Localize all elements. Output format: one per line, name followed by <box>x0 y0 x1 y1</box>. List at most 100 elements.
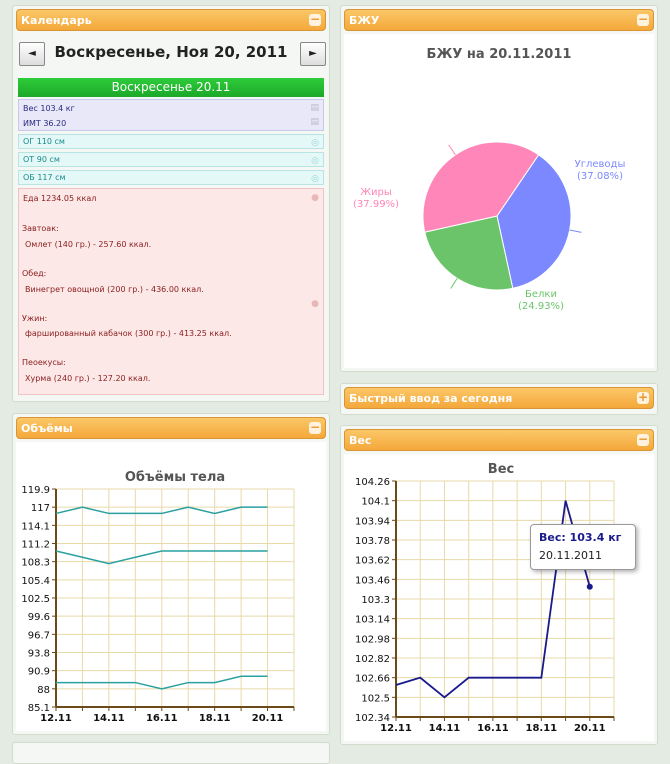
x-tick-label: 14.11 <box>429 723 461 734</box>
y-tick-label: 102.5 <box>361 693 390 704</box>
meal-item: Хурма (240 гр.) - 127.20 ккал. <box>25 374 151 383</box>
x-tick-label: 12.11 <box>40 713 72 724</box>
y-tick-label: 111.2 <box>21 540 50 551</box>
y-tick-label: 108.3 <box>21 558 50 569</box>
quick-header-title: Быстрый ввод за сегодня <box>349 392 513 405</box>
measure-block-og[interactable]: ОГ 110 см ◎ <box>18 134 324 149</box>
weight-block[interactable]: Вес 103.4 кг ИМТ 36.20 ▤ ▤ <box>18 99 324 131</box>
collapse-icon[interactable]: − <box>637 432 649 446</box>
highlight-point <box>586 583 593 590</box>
bju-pie-chart: БЖУ на 20.11.2011 Углеводы(37.08%) Белки(2… <box>353 47 626 312</box>
x-tick-label: 20.11 <box>252 713 284 724</box>
y-tick-label: 88 <box>37 685 50 696</box>
volumes-panel: Объёмы − Объёмы тела 119.9 117 114.1 111.2 10… <box>12 413 330 735</box>
meal-item: фаршированный кабачок (300 гр.) - 413.25… <box>25 329 232 338</box>
y-tick-label: 103.78 <box>355 536 390 547</box>
chart-title: Вес <box>488 462 514 477</box>
weight-panel: Вес − Вес 104.26 104.1 103.94 103.78 103.62 10… <box>340 425 658 745</box>
bmi-line: ИМТ 36.20 <box>23 119 67 128</box>
calendar-panel-header[interactable]: Календарь − <box>16 9 326 31</box>
x-tick-label: 14.11 <box>93 713 125 724</box>
collapse-icon[interactable]: − <box>637 12 649 26</box>
weight-panel-header[interactable]: Вес − <box>344 429 654 451</box>
y-tick-label: 102.5 <box>21 594 50 605</box>
series-line <box>55 506 268 515</box>
bju-panel-header[interactable]: БЖУ − <box>344 9 654 31</box>
weight-header-title: Вес <box>349 434 372 447</box>
y-tick-label: 90.9 <box>28 667 50 678</box>
y-tick-label: 117 <box>31 503 50 514</box>
pie-slice <box>496 154 572 289</box>
pie-slice <box>424 215 514 291</box>
x-tick-label: 12.11 <box>380 723 412 734</box>
pie-label-name: Белки <box>525 289 557 300</box>
x-tick-label: 16.11 <box>477 723 509 734</box>
y-tick-label: 93.8 <box>28 649 50 660</box>
apple-icon[interactable]: ● <box>311 193 319 203</box>
bottom-panel <box>12 742 330 764</box>
pie-slice <box>422 141 540 233</box>
y-tick-label: 102.82 <box>355 654 390 665</box>
y-tick-label: 102.66 <box>355 674 390 685</box>
series-line <box>56 675 268 690</box>
quick-input-panel: Быстрый ввод за сегодня + <box>340 383 658 415</box>
food-total: Еда 1234.05 ккал <box>23 194 97 203</box>
volumes-header-title: Объёмы <box>21 422 73 435</box>
weight-line-chart: Вес 104.26 104.1 103.94 103.78 103.62 103.46 10… <box>355 462 615 734</box>
meal-title: Завтоак: <box>22 224 59 233</box>
bju-panel: БЖУ − БЖУ на 20.11.2011 Углеводы (37.08%) Б… <box>340 5 658 372</box>
pie-label-connector <box>448 144 456 156</box>
y-tick-label: 102.34 <box>355 713 390 724</box>
measure-block-ot[interactable]: ОТ 90 см ◎ <box>18 152 324 167</box>
chart-title: БЖУ на 20.11.2011 <box>427 47 572 62</box>
y-tick-label: 103.62 <box>355 556 390 567</box>
pie-label-percent: (37.99%) <box>353 199 399 210</box>
volumes-line-chart: Объёмы тела 119.9 117 114.1 111.2 108.3 105.4 1… <box>21 470 295 724</box>
collapse-icon[interactable]: − <box>309 420 321 434</box>
tape-icon[interactable]: ◎ <box>311 174 319 184</box>
y-tick-label: 102.98 <box>355 634 390 645</box>
y-tick-label: 104.1 <box>361 497 390 508</box>
tooltip-value: Вес: 103.4 кг <box>539 531 622 544</box>
measure-block-ob[interactable]: ОБ 117 см ◎ <box>18 170 324 185</box>
y-tick-label: 85.1 <box>28 703 50 714</box>
pie-label-name: Углеводы <box>575 159 626 170</box>
series-line <box>55 550 268 565</box>
y-tick-label: 103.3 <box>361 595 390 606</box>
meal-item: Омлет (140 гр.) - 257.60 ккал. <box>25 240 152 249</box>
x-tick-label: 20.11 <box>574 723 606 734</box>
next-day-button[interactable]: ► <box>300 42 326 66</box>
expand-icon[interactable]: + <box>637 390 649 404</box>
calendar-panel: Календарь − ◄ Воскресенье, Ноя 20, 2011 … <box>12 5 330 402</box>
tape-icon[interactable]: ◎ <box>311 138 319 148</box>
note-icon[interactable]: ▤ <box>310 117 319 127</box>
note-icon[interactable]: ▤ <box>310 103 319 113</box>
pie-label-name: Жиры <box>360 187 392 198</box>
volumes-panel-header[interactable]: Объёмы − <box>16 417 326 439</box>
y-tick-label: 104.26 <box>355 477 390 488</box>
meal-title: Пеоекусы: <box>22 358 66 367</box>
pie-label-connector <box>569 229 582 233</box>
meal-title: Обед: <box>22 269 47 278</box>
weight-tooltip: Вес: 103.4 кг 20.11.2011 <box>530 524 636 570</box>
food-block[interactable]: Еда 1234.05 ккал ● ● Завтоак: Омлет (140… <box>18 188 324 395</box>
x-tick-label: 18.11 <box>199 713 231 724</box>
meal-title: Ужин: <box>22 314 48 323</box>
prev-day-button[interactable]: ◄ <box>19 42 45 66</box>
y-tick-label: 119.9 <box>21 485 50 496</box>
apple-icon[interactable]: ● <box>311 299 319 309</box>
bju-body: БЖУ на 20.11.2011 Углеводы (37.08%) Белки (2… <box>344 34 654 368</box>
x-tick-label: 16.11 <box>146 713 178 724</box>
y-tick-label: 114.1 <box>21 521 50 532</box>
y-tick-label: 103.94 <box>355 516 390 527</box>
measure-og: ОГ 110 см <box>23 137 65 146</box>
x-tick-label: 18.11 <box>526 723 558 734</box>
tape-icon[interactable]: ◎ <box>311 156 319 166</box>
collapse-icon[interactable]: − <box>309 12 321 26</box>
y-tick-label: 103.46 <box>355 575 390 586</box>
pie-label-percent: (24.93%) <box>518 301 564 312</box>
pie-label-percent: (37.08%) <box>577 171 623 182</box>
calendar-header-title: Календарь <box>21 14 92 27</box>
quick-input-header[interactable]: Быстрый ввод за сегодня + <box>344 387 654 409</box>
y-tick-label: 99.6 <box>28 612 50 623</box>
